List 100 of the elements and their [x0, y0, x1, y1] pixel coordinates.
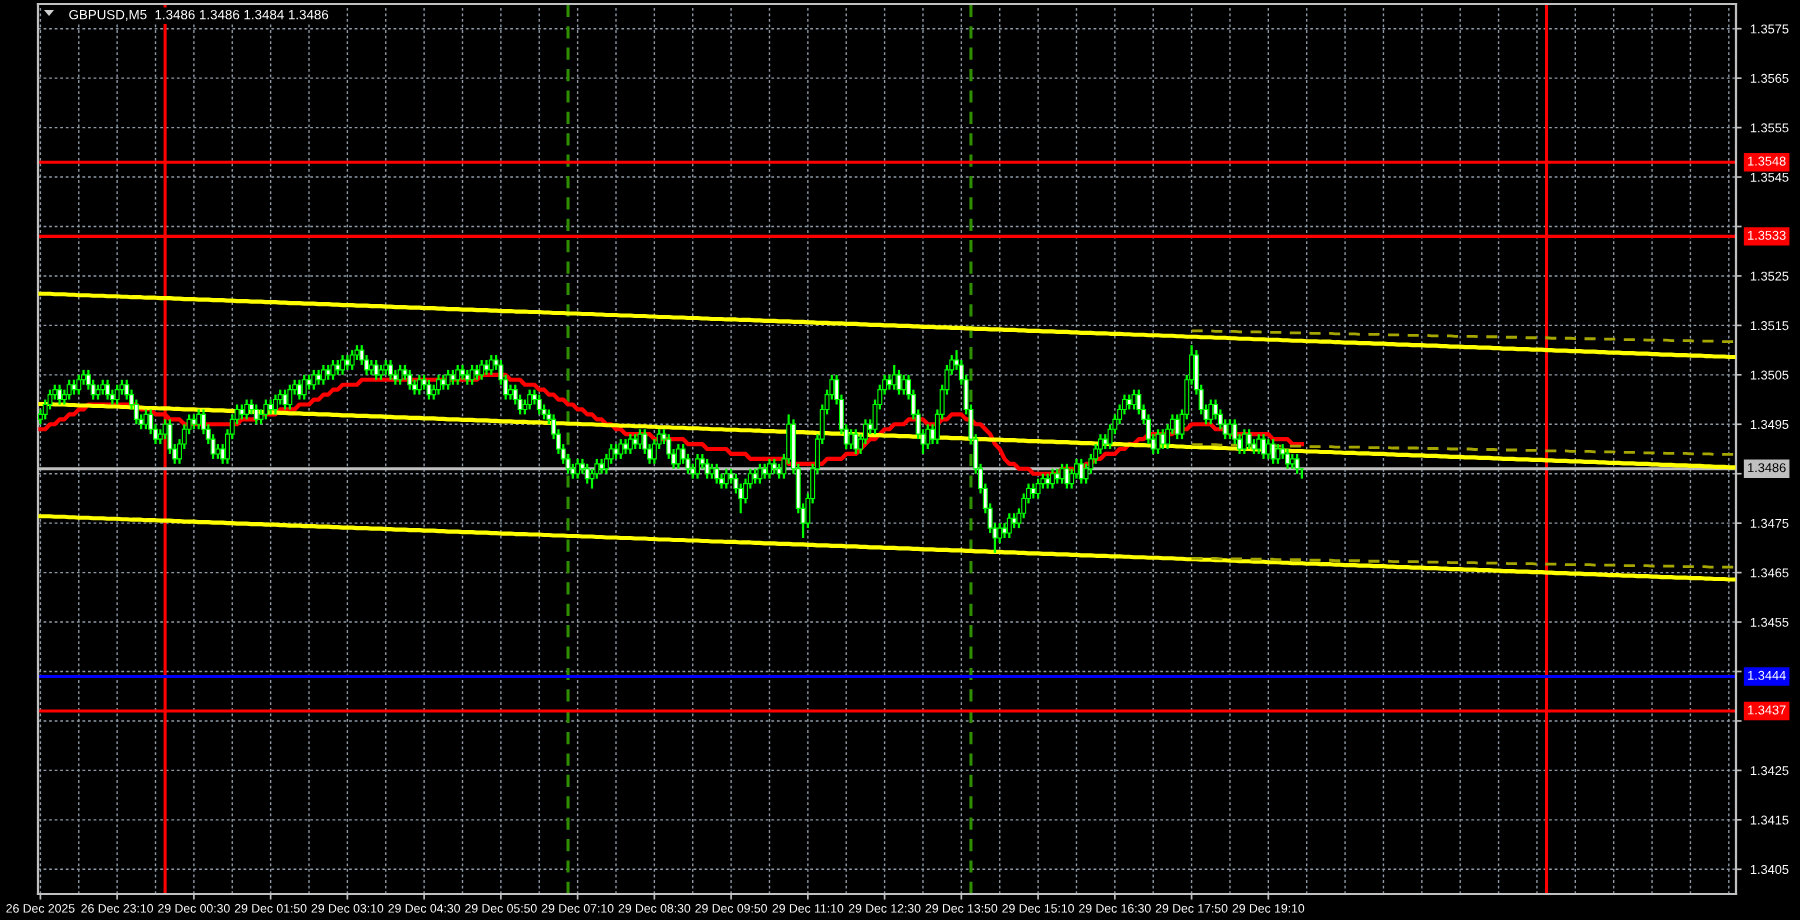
- candlestick: [388, 358, 394, 381]
- candlestick: [695, 452, 701, 480]
- candlestick: [1261, 433, 1267, 460]
- candlestick: [575, 457, 581, 480]
- candlestick: [767, 457, 772, 480]
- candlestick: [527, 388, 533, 411]
- candlestick: [340, 353, 346, 376]
- candlestick: [862, 418, 868, 446]
- candlestick: [1131, 388, 1137, 411]
- candlestick: [488, 353, 494, 376]
- candlestick: [618, 438, 624, 460]
- candlestick: [723, 467, 729, 490]
- candlestick: [517, 393, 523, 416]
- candlestick: [565, 452, 571, 475]
- candlestick: [757, 462, 763, 485]
- candlestick: [1294, 452, 1300, 475]
- candlestick: [469, 363, 475, 386]
- candlestick: [1213, 398, 1219, 421]
- candlestick: [282, 388, 288, 411]
- candlestick: [287, 383, 293, 411]
- candlestick: [196, 408, 202, 431]
- candlestick: [896, 368, 902, 396]
- candlestick: [512, 383, 518, 406]
- line-series: [38, 514, 1736, 582]
- candlestick: [675, 442, 681, 470]
- candlestick: [66, 378, 72, 401]
- candlestick: [1217, 408, 1223, 431]
- candlestick: [603, 452, 609, 475]
- candlestick: [426, 378, 432, 401]
- candlestick: [704, 457, 710, 480]
- candlestick: [997, 522, 1003, 545]
- candlestick: [1232, 418, 1238, 446]
- candlestick: [685, 452, 691, 475]
- candlestick: [364, 353, 370, 376]
- candlestick: [148, 408, 154, 436]
- candlestick: [1121, 393, 1127, 416]
- candlestick: [90, 378, 96, 401]
- candlestick: [244, 398, 250, 421]
- candlestick: [436, 373, 441, 396]
- candlestick: [1064, 462, 1070, 490]
- candlestick: [1270, 438, 1276, 465]
- candlestick: [848, 428, 854, 451]
- candlestick: [455, 363, 461, 386]
- candlestick: [1246, 428, 1252, 451]
- candlestick: [47, 388, 53, 411]
- candlestick: [296, 378, 302, 401]
- candlestick: [1136, 388, 1142, 416]
- candlestick: [57, 383, 63, 406]
- candlestick: [589, 467, 595, 490]
- candlestick: [1155, 428, 1161, 456]
- candlestick: [42, 398, 48, 421]
- candlestick: [743, 477, 748, 505]
- candlestick: [201, 408, 206, 436]
- candlestick: [1021, 492, 1027, 520]
- candlestick: [479, 358, 485, 381]
- candlestick: [143, 408, 149, 431]
- candlestick: [320, 363, 326, 386]
- candlestick: [407, 368, 413, 391]
- candlestick: [445, 368, 451, 391]
- candlestick: [253, 403, 259, 426]
- candlestick: [373, 358, 379, 381]
- candlestick: [76, 373, 82, 396]
- candlestick: [584, 462, 590, 485]
- candlestick: [1275, 442, 1281, 465]
- candlestick: [133, 398, 139, 426]
- candlestick: [359, 344, 365, 367]
- candlestick: [853, 428, 859, 456]
- candlestick: [301, 373, 307, 401]
- candlestick: [1265, 438, 1271, 460]
- candlestick: [1097, 433, 1103, 456]
- candlestick: [925, 423, 931, 451]
- candlestick: [1117, 403, 1123, 426]
- candlestick: [311, 368, 317, 391]
- candlestick: [330, 358, 336, 381]
- candlestick: [114, 383, 120, 406]
- candlestick: [714, 462, 720, 485]
- candlestick: [1083, 462, 1089, 485]
- candlestick: [1050, 467, 1055, 490]
- candlestick: [1227, 418, 1233, 441]
- candlestick: [1208, 398, 1214, 426]
- candlestick: [397, 363, 403, 386]
- candlestick: [627, 433, 633, 456]
- candlestick: [1160, 428, 1166, 451]
- candlestick: [1256, 433, 1262, 456]
- candlestick: [1241, 428, 1247, 456]
- candlestick: [738, 482, 744, 515]
- candlestick: [637, 428, 643, 451]
- candlestick: [1006, 512, 1012, 540]
- candlestick: [642, 428, 648, 456]
- candlestick: [536, 393, 542, 416]
- candlestick: [124, 378, 130, 401]
- candlestick: [263, 398, 269, 421]
- candlestick: [105, 378, 111, 401]
- candlestick: [272, 393, 278, 416]
- line-series: [38, 291, 1736, 360]
- candlestick: [1069, 467, 1075, 490]
- candlestick: [1285, 447, 1290, 470]
- candlestick: [901, 373, 907, 396]
- candlestick: [349, 349, 355, 371]
- candlestick: [167, 418, 173, 456]
